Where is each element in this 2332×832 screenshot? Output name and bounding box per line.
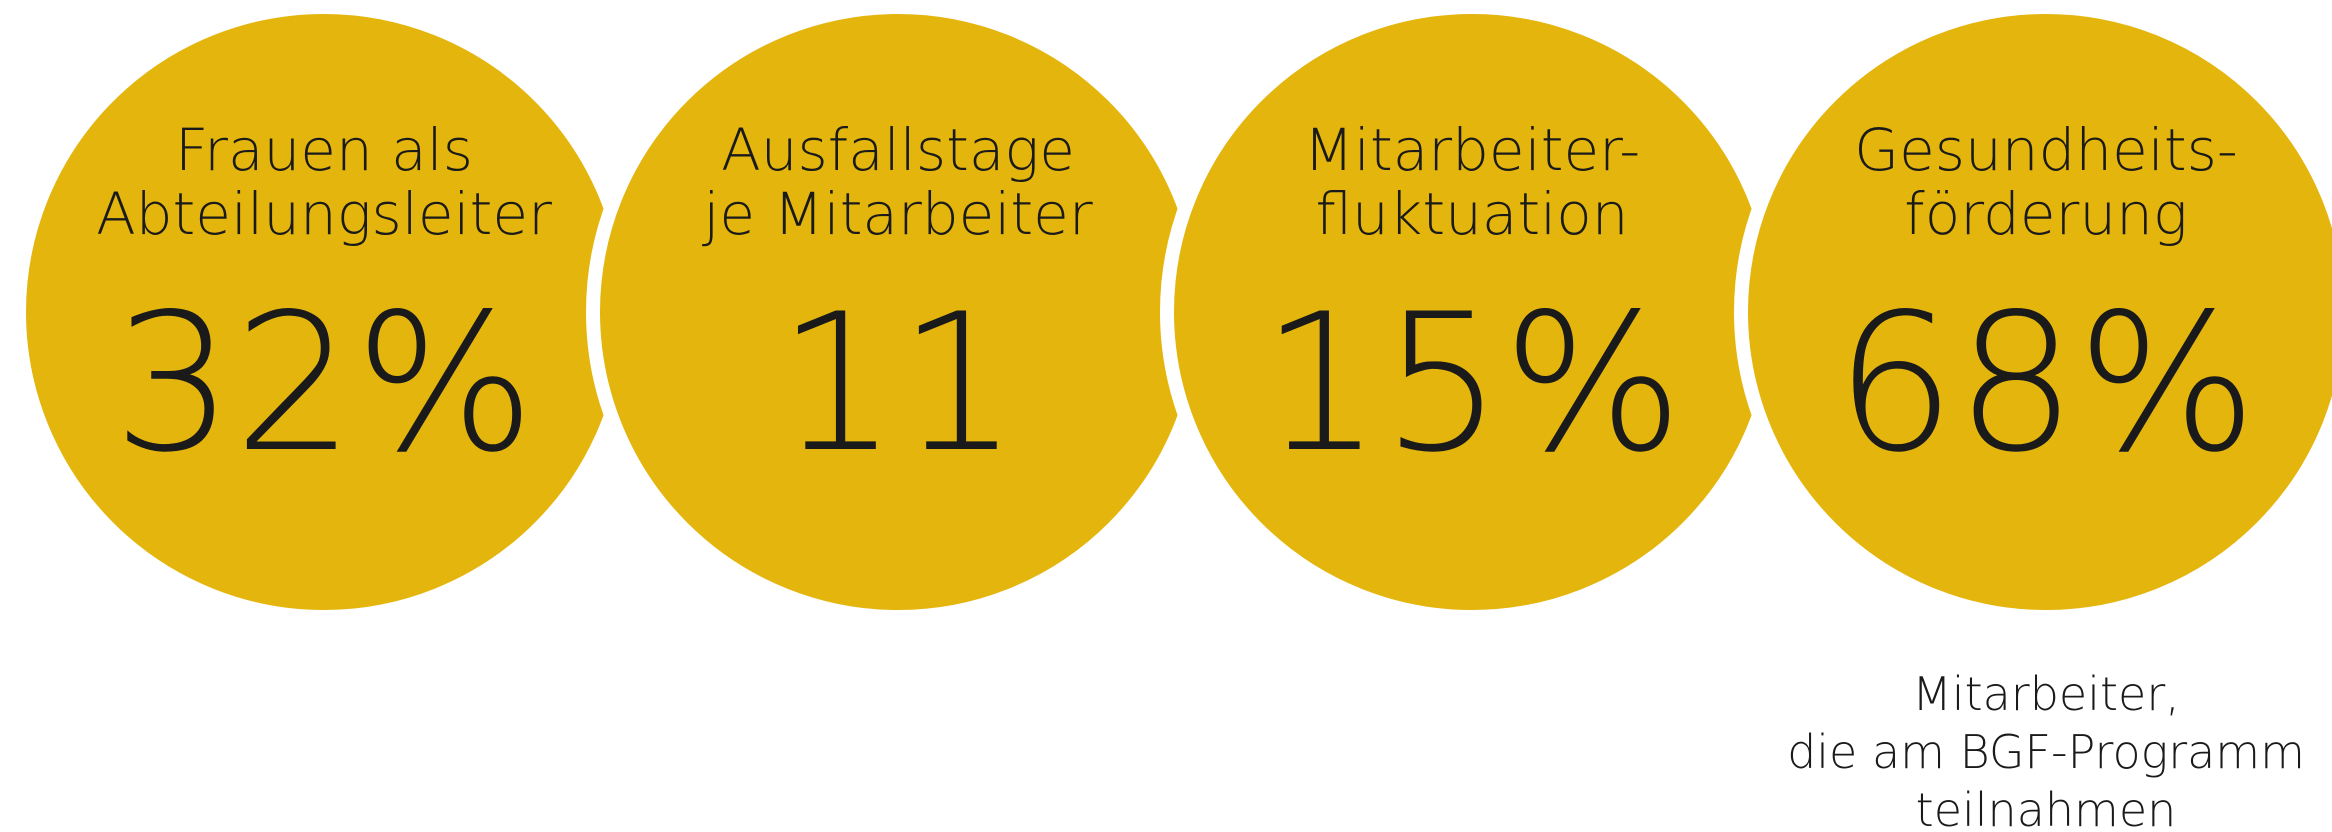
kpi-title: Gesundheits- bbox=[1854, 116, 2238, 184]
kpi-circle bbox=[1734, 0, 2332, 624]
kpi-value: 15% bbox=[1261, 273, 1683, 494]
kpi-title: fluktuation bbox=[1315, 180, 1628, 248]
kpi-title: Abteilungsleiter bbox=[96, 180, 552, 248]
caption: teilnahmen bbox=[1916, 783, 2177, 832]
caption: Mitarbeiter, bbox=[1912, 667, 2180, 721]
kpi-value: 68% bbox=[1835, 273, 2257, 494]
kpi-title: Frauen als bbox=[175, 116, 473, 184]
caption: die am BGF-Programm bbox=[1787, 725, 2305, 779]
kpi-title: Ausfallstage bbox=[721, 116, 1075, 184]
kpi-value: 32% bbox=[113, 273, 535, 494]
kpi-title: je Mitarbeiter bbox=[701, 180, 1093, 248]
kpi-title: Mitarbeiter- bbox=[1304, 116, 1640, 184]
kpi-title: förderung bbox=[1904, 180, 2187, 248]
kpi-value: 11 bbox=[777, 273, 1019, 494]
